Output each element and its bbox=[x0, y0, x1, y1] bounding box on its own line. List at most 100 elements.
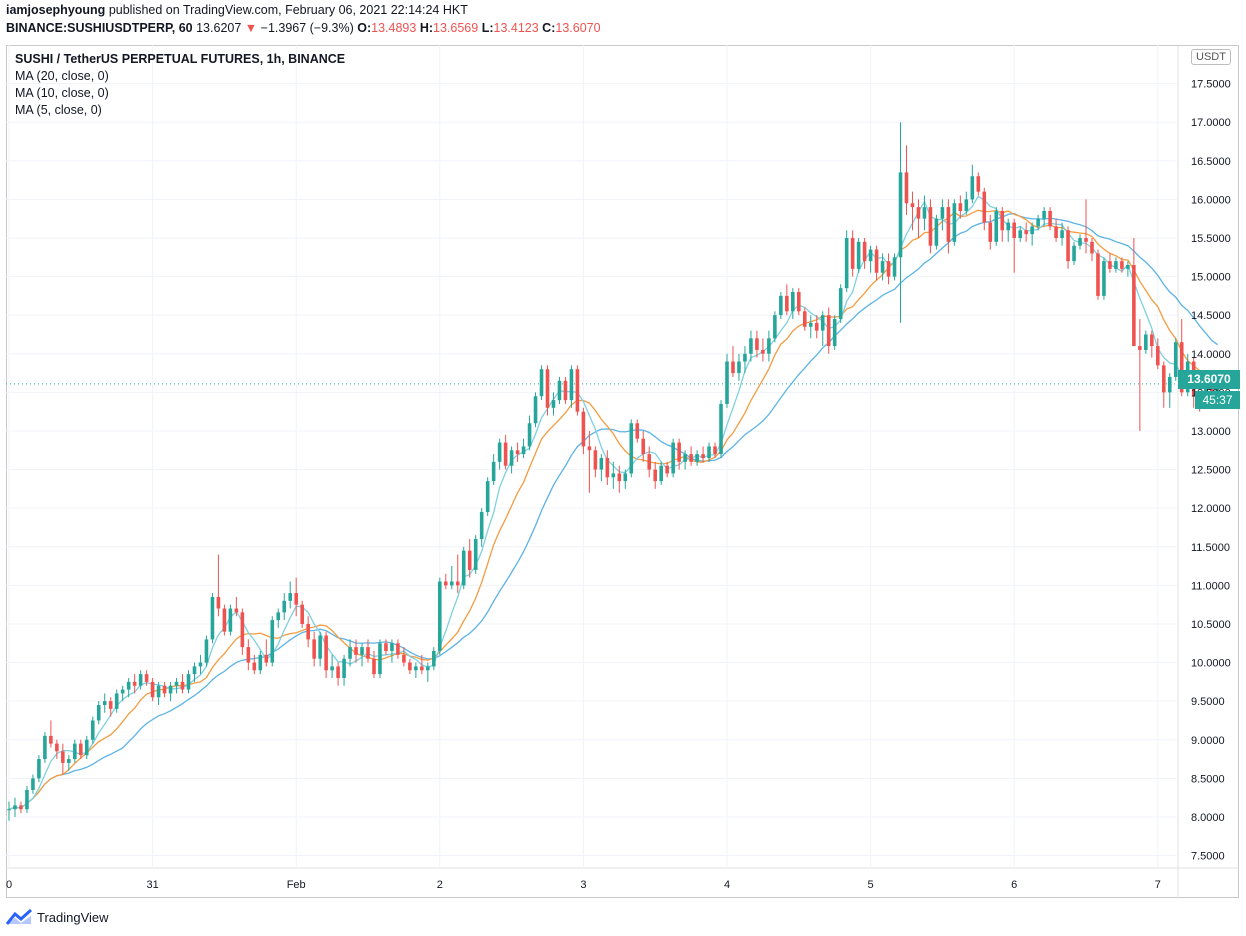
candle-body bbox=[814, 322, 819, 331]
candle-body bbox=[1156, 346, 1160, 366]
candle-body bbox=[904, 172, 909, 204]
candle-body bbox=[533, 396, 538, 424]
candle-body bbox=[485, 481, 490, 513]
candle-body bbox=[438, 581, 442, 651]
candle-body bbox=[587, 446, 592, 451]
ma20-legend[interactable]: MA (20, close, 0) bbox=[15, 69, 109, 83]
candle-body bbox=[653, 469, 657, 482]
candle-body bbox=[25, 789, 29, 810]
candle-body bbox=[898, 172, 903, 258]
candle-body bbox=[880, 261, 885, 273]
chart-title[interactable]: SUSHI / TetherUS PERPETUAL FUTURES, 1h, … bbox=[15, 52, 346, 66]
candle-body bbox=[1012, 222, 1016, 238]
candle-body bbox=[551, 400, 556, 408]
candle-body bbox=[916, 207, 921, 219]
candle-body bbox=[108, 701, 113, 709]
publisher-name[interactable]: iamjosephyoung bbox=[6, 3, 106, 17]
ma20-layer bbox=[8, 212, 1218, 810]
candle-body bbox=[180, 681, 185, 690]
candle-body bbox=[79, 743, 83, 756]
candle-body bbox=[288, 593, 293, 601]
y-tick-label: 8.0000 bbox=[1191, 812, 1225, 824]
candle-body bbox=[1173, 342, 1178, 377]
candle-body bbox=[318, 635, 322, 659]
candle-body bbox=[683, 454, 687, 462]
candle-body bbox=[719, 403, 723, 455]
candle-body bbox=[671, 442, 675, 474]
candle-body bbox=[1126, 265, 1130, 269]
ma10-legend[interactable]: MA (10, close, 0) bbox=[15, 86, 109, 100]
candle-body bbox=[503, 442, 508, 466]
candle-body bbox=[808, 322, 813, 327]
tradingview-brand-text: TradingView bbox=[37, 909, 109, 925]
candle-body bbox=[96, 705, 101, 721]
candle-body bbox=[222, 608, 227, 632]
candle-body bbox=[515, 450, 520, 455]
candle-body bbox=[204, 639, 209, 663]
y-tick-label: 17.5000 bbox=[1191, 79, 1231, 91]
candle-body bbox=[1132, 265, 1136, 347]
candle-body bbox=[73, 743, 77, 760]
publish-line: iamjosephyoung published on TradingView.… bbox=[6, 3, 468, 17]
candle-body bbox=[563, 380, 568, 401]
candle-body bbox=[55, 743, 59, 752]
candle-body bbox=[862, 241, 867, 262]
candle-body bbox=[168, 685, 173, 694]
y-tick-label: 7.5000 bbox=[1191, 851, 1225, 863]
candle-body bbox=[420, 666, 424, 671]
candle-body bbox=[414, 666, 418, 671]
candle-body bbox=[461, 550, 466, 586]
y-tick-label: 14.0000 bbox=[1191, 349, 1231, 361]
x-tick-label: 2 bbox=[437, 879, 443, 891]
ma10-line bbox=[8, 209, 1218, 810]
candle-body bbox=[132, 681, 137, 686]
candle-body bbox=[360, 647, 364, 655]
candle-body bbox=[144, 674, 149, 682]
candle-body bbox=[402, 654, 406, 663]
candle-body bbox=[964, 199, 969, 211]
down-arrow-icon: ▼ bbox=[244, 21, 258, 35]
candle-body bbox=[1102, 261, 1106, 296]
candle-body bbox=[1078, 237, 1082, 246]
candle-body bbox=[258, 654, 263, 671]
candle-body bbox=[336, 666, 340, 678]
candle-body bbox=[605, 457, 610, 478]
candle-body bbox=[491, 461, 496, 482]
candle-body bbox=[934, 218, 939, 246]
y-axis: 7.5000 8.0000 8.5000 9.0000 9.5000 10.0000 10.… bbox=[1191, 79, 1231, 863]
candle-body bbox=[731, 361, 735, 374]
candle-body bbox=[198, 662, 203, 667]
ma5-legend[interactable]: MA (5, close, 0) bbox=[15, 103, 102, 117]
price-chart[interactable]: 7.5000 8.0000 8.5000 9.0000 9.5000 10.0000 10.… bbox=[6, 45, 1239, 898]
footer-brand[interactable]: TradingView bbox=[6, 906, 109, 928]
candle-body bbox=[1030, 226, 1034, 235]
candle-body bbox=[1179, 342, 1184, 393]
candle-body bbox=[43, 735, 47, 760]
y-tick-label: 9.0000 bbox=[1191, 735, 1225, 747]
candle-body bbox=[246, 647, 251, 663]
candle-body bbox=[1006, 222, 1011, 231]
candle-body bbox=[874, 249, 879, 273]
candle-body bbox=[120, 689, 125, 694]
candle-body bbox=[982, 191, 987, 223]
candle-body bbox=[850, 237, 855, 269]
y-tick-label: 13.0000 bbox=[1191, 426, 1231, 438]
candle-body bbox=[354, 647, 358, 655]
x-axis: 0 31 Feb 2 3 4 5 6 7 bbox=[6, 879, 1161, 891]
candle-body bbox=[1042, 210, 1046, 219]
price-change: −1.3967 (−9.3%) bbox=[260, 21, 354, 35]
y-tick-label: 12.5000 bbox=[1191, 465, 1231, 477]
y-tick-label: 11.0000 bbox=[1191, 580, 1230, 592]
candle-body bbox=[67, 759, 71, 763]
candle-body bbox=[521, 446, 526, 455]
candle-body bbox=[1048, 210, 1052, 227]
candle-body bbox=[228, 608, 233, 632]
candle-body bbox=[755, 338, 759, 350]
candle-body bbox=[294, 593, 298, 605]
y-tick-label: 10.0000 bbox=[1191, 658, 1231, 670]
chart-frame[interactable] bbox=[6, 45, 1239, 898]
candle-body bbox=[384, 643, 388, 651]
currency-button[interactable]: USDT bbox=[1191, 49, 1231, 65]
close-label: C: bbox=[542, 21, 556, 35]
x-tick-label: 4 bbox=[724, 879, 730, 891]
